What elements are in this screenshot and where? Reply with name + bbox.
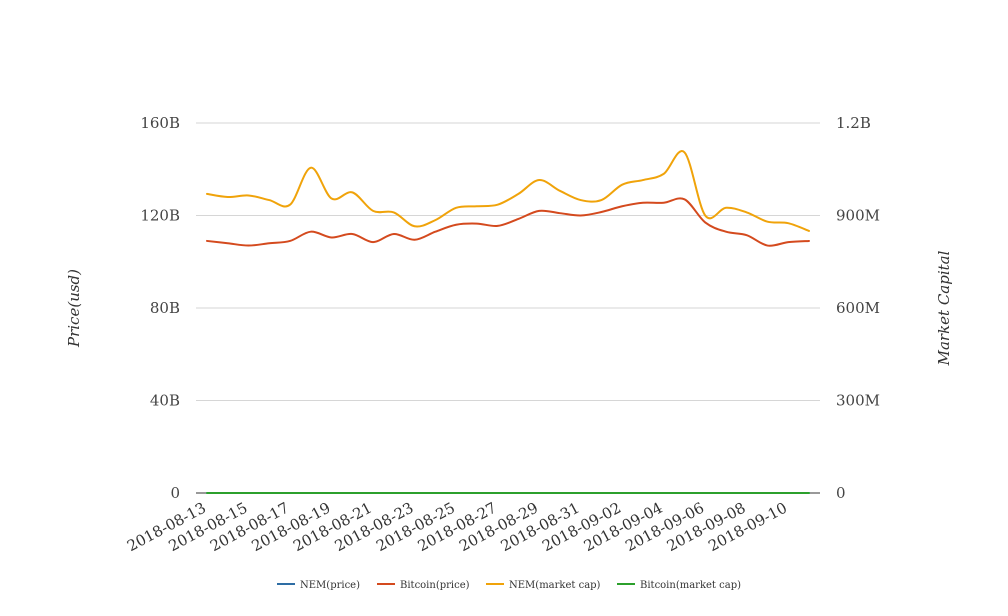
legend-label: NEM(market cap) xyxy=(509,580,601,591)
left-tick-label: 0 xyxy=(170,484,180,502)
right-tick-label: 600M xyxy=(836,299,880,317)
grid-lines xyxy=(196,122,820,494)
series-line-nem-market-cap xyxy=(206,150,810,232)
left-axis-ticks: 0 40B 80B 120B 160B xyxy=(140,114,180,502)
left-tick-label: 80B xyxy=(150,299,180,317)
legend-label: Bitcoin(price) xyxy=(400,580,470,591)
series-lines xyxy=(206,150,810,495)
legend: NEM(price) Bitcoin(price) NEM(market cap) B… xyxy=(277,580,741,591)
legend-label: NEM(price) xyxy=(300,580,360,591)
right-axis-ticks: 0 300M 600M 900M 1.2B xyxy=(836,114,880,502)
right-tick-label: 900M xyxy=(836,207,880,225)
right-tick-label: 300M xyxy=(836,392,880,410)
series-line-bitcoin-price xyxy=(206,197,810,247)
left-axis-title: Price(usd) xyxy=(65,269,83,348)
x-axis-ticks: 2018-08-132018-08-152018-08-172018-08-19… xyxy=(124,499,790,555)
right-tick-label: 0 xyxy=(836,484,846,502)
right-axis-title: Market Capital xyxy=(935,250,953,366)
right-tick-label: 1.2B xyxy=(836,114,871,132)
legend-label: Bitcoin(market cap) xyxy=(640,580,741,591)
left-tick-label: 40B xyxy=(150,392,180,410)
left-tick-label: 160B xyxy=(140,114,180,132)
left-tick-label: 120B xyxy=(140,207,180,225)
